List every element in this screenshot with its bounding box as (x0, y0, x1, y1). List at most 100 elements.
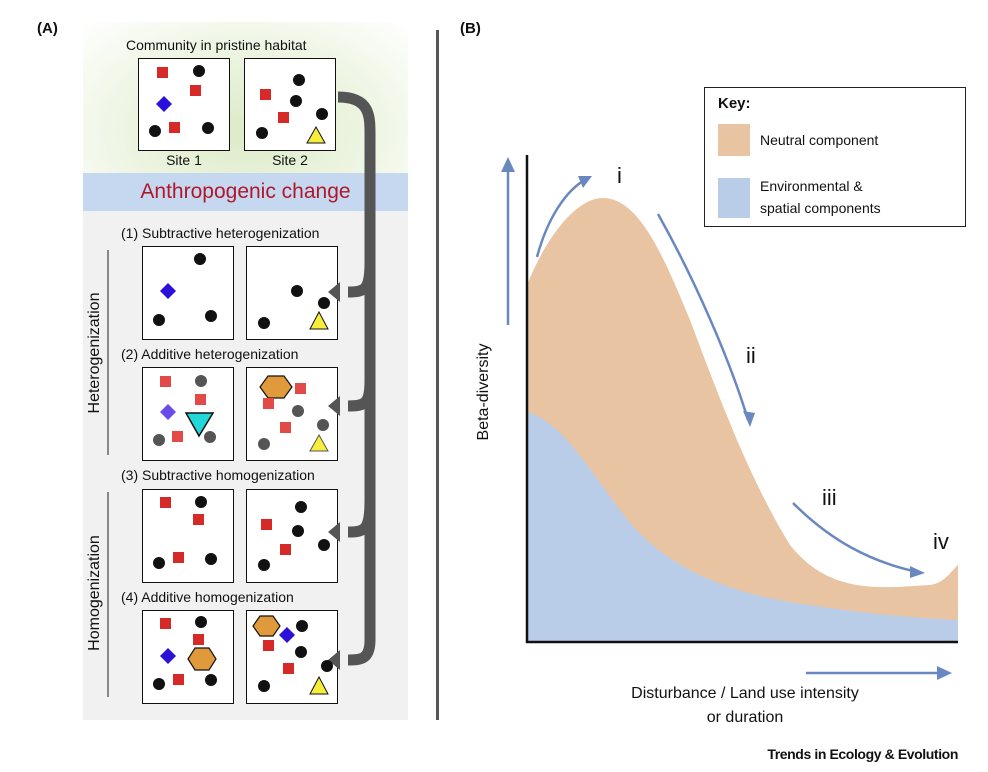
scenario-4-site-1-species (153, 616, 217, 690)
circle (149, 125, 161, 137)
scenario-4-site-2-species (252, 615, 333, 695)
circle (293, 74, 305, 86)
heterogenization-bracket (107, 250, 109, 455)
cyan-triangle (184, 412, 215, 438)
square (172, 431, 183, 442)
circle (258, 559, 270, 571)
circle (153, 434, 165, 446)
scenario-2-label: (2) Additive heterogenization (121, 346, 299, 362)
circle (258, 438, 270, 450)
scenario-2-site-2-species (258, 375, 329, 452)
circle (258, 317, 270, 329)
circle (204, 431, 216, 443)
gray-arrow-branch-2 (347, 379, 376, 412)
gray-arrows (337, 91, 376, 666)
circle (318, 297, 330, 309)
trend-arrow-heads (501, 157, 952, 680)
circle (316, 108, 328, 120)
site-2-label: Site 2 (272, 152, 308, 168)
pristine-site-1-species (149, 65, 214, 137)
diamond (160, 404, 176, 420)
square (160, 497, 171, 508)
circle (195, 616, 207, 628)
circle (153, 314, 165, 326)
x-axis-label-line-1: Disturbance / Land use intensity (631, 685, 859, 702)
scenario-4-label: (4) Additive homogenization (121, 589, 294, 605)
square (195, 394, 206, 405)
square (193, 514, 204, 525)
square (169, 122, 180, 133)
arrow-head-iii (910, 566, 925, 578)
circle (292, 405, 304, 417)
square (157, 67, 168, 78)
panel-divider (436, 30, 439, 720)
neutral-swatch (718, 124, 750, 156)
scenario-1-site-2-species (258, 285, 330, 330)
diamond (160, 648, 176, 664)
gray-arrow-heads (328, 282, 340, 670)
arrow-head-1 (328, 282, 340, 302)
pristine-title: Community in pristine habitat (126, 37, 307, 53)
circle (290, 95, 302, 107)
x-axis-label-line-2: or duration (706, 709, 784, 726)
circle (195, 375, 207, 387)
site-1-label: Site 1 (166, 152, 202, 168)
square (260, 89, 271, 100)
panel-a-shapes (149, 65, 376, 695)
phase-iv-label: iv (933, 529, 949, 554)
square (263, 398, 274, 409)
diamond (160, 283, 176, 299)
circle (153, 557, 165, 569)
hexagon (259, 375, 293, 399)
environmental-key-label-line-1: Environmental & (760, 178, 863, 194)
circle (292, 525, 304, 537)
circle (296, 620, 308, 632)
circle (202, 122, 214, 134)
square (173, 552, 184, 563)
square (193, 634, 204, 645)
environmental-component-area (527, 412, 958, 642)
arrow-iii (792, 502, 919, 574)
neutral-key-label: Neutral component (760, 132, 879, 148)
arrow-head-4 (328, 650, 340, 670)
triangle (309, 433, 329, 452)
square (261, 519, 272, 530)
arrow-head-y (501, 157, 515, 172)
circle (256, 127, 268, 139)
arrow-head-i (578, 176, 592, 188)
gray-arrow-branch-1 (347, 261, 376, 298)
scenario-1-label: (1) Subtractive heterogenization (121, 225, 320, 241)
environmental-key-label-line-2: spatial components (760, 200, 881, 216)
arrow-ii (656, 213, 750, 421)
circle (295, 501, 307, 513)
square (160, 376, 171, 387)
scenario-2-site-1-species (153, 375, 216, 446)
scenario-3-site-1-species (153, 496, 217, 569)
square (263, 640, 274, 651)
square (295, 383, 306, 394)
triangle (309, 675, 329, 695)
circle (205, 553, 217, 565)
arrow-head-x (937, 666, 952, 680)
diamond (279, 627, 295, 643)
arrow-head-ii (743, 411, 755, 427)
panel-a-label: (A) (37, 20, 58, 37)
circle (317, 419, 329, 431)
square (280, 422, 291, 433)
panel-b-label: (B) (460, 20, 481, 37)
circle (153, 678, 165, 690)
hexagon (187, 647, 217, 671)
scenario-3-site-2-box (246, 489, 338, 583)
square (160, 618, 171, 629)
circle (321, 660, 333, 672)
scenario-3-site-2-species (258, 501, 330, 571)
anthropogenic-band (83, 173, 408, 211)
circle (205, 310, 217, 322)
phase-ii-label: ii (746, 343, 756, 368)
gray-arrow-main (337, 91, 376, 666)
circle (318, 539, 330, 551)
scenario-1-site-1-species (153, 253, 217, 326)
circle (193, 65, 205, 77)
gray-arrow-branch-3 (347, 499, 376, 538)
